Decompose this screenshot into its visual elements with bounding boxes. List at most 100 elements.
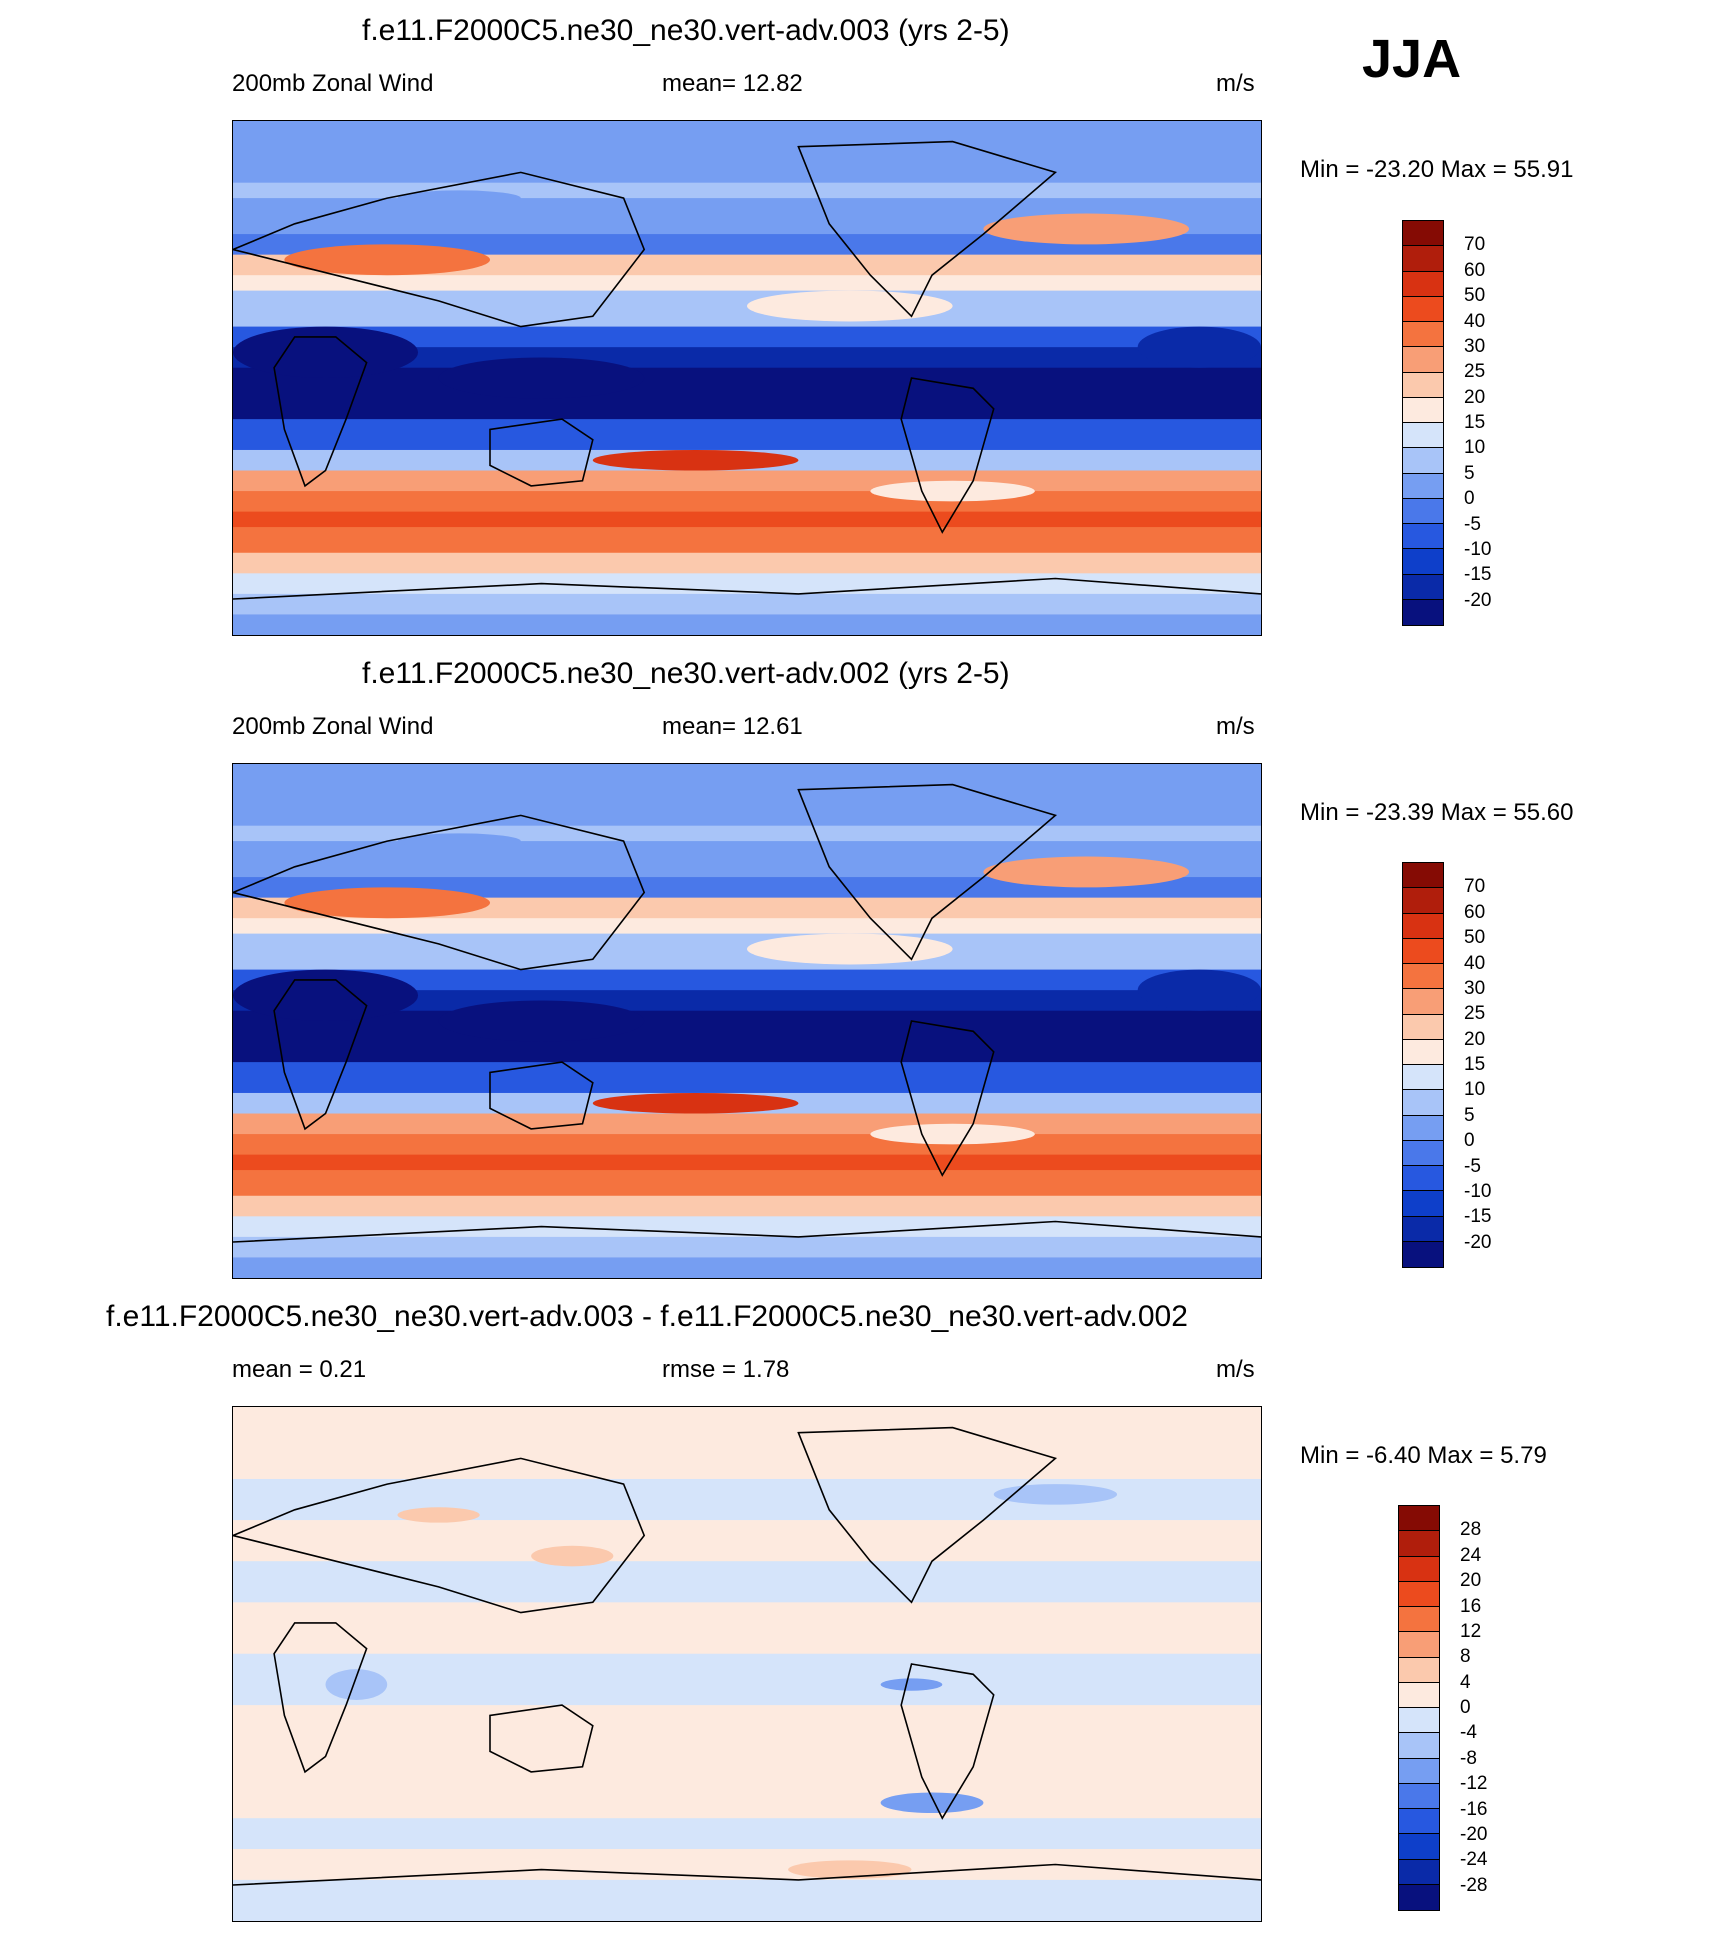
field-feature [438, 357, 645, 399]
field-band [233, 552, 1261, 575]
colorbar-cell [1399, 1506, 1439, 1532]
panel-3-colorbar [1398, 1505, 1440, 1911]
field-feature [1137, 326, 1261, 368]
colorbar-tick-label: 10 [1464, 437, 1486, 459]
colorbar-tick-label: 70 [1464, 876, 1486, 898]
field-feature [592, 1092, 799, 1114]
colorbar-cell [1399, 1758, 1439, 1784]
field-feature [1137, 969, 1261, 1011]
field-band [233, 1520, 1261, 1563]
field-band [233, 511, 1261, 529]
field-band [233, 121, 1261, 184]
field-band [233, 491, 1261, 513]
colorbar-cell [1403, 1216, 1443, 1242]
field-band [233, 877, 1261, 899]
field-band [233, 1653, 1261, 1707]
field-band [233, 254, 1261, 277]
field-band [233, 825, 1261, 843]
colorbar-tick-label: 0 [1464, 488, 1475, 510]
field-band [233, 1849, 1261, 1881]
colorbar-cell [1399, 1834, 1439, 1860]
coastline [797, 140, 1058, 318]
colorbar-cell [1403, 397, 1443, 423]
coastline [233, 1220, 1261, 1243]
colorbar-tick-label: -5 [1464, 1155, 1481, 1177]
colorbar-cell [1403, 271, 1443, 297]
coastline [273, 336, 368, 488]
coastline [797, 783, 1058, 961]
colorbar-tick-label: 15 [1464, 1054, 1486, 1075]
panel-1-minmax: Min = -23.20 Max = 55.91 [1300, 156, 1574, 183]
colorbar-cell [1403, 1140, 1443, 1166]
colorbar-tick-label: -12 [1460, 1773, 1488, 1795]
field-feature [880, 1678, 943, 1691]
colorbar-tick-label: 30 [1464, 977, 1486, 999]
panel-1-mean-label: mean= 12.82 [662, 70, 803, 97]
colorbar-cell [1399, 1657, 1439, 1683]
field-band [233, 1561, 1261, 1604]
coastline [273, 979, 368, 1131]
coastline [900, 1663, 995, 1820]
panel-1-title: f.e11.F2000C5.ne30_ne30.vert-adv.003 (yr… [362, 14, 1010, 47]
field-band [233, 933, 1261, 971]
field-band [233, 234, 1261, 256]
colorbar-tick-label: -15 [1464, 1206, 1492, 1228]
colorbar-tick-label: -4 [1460, 1722, 1477, 1744]
field-feature [747, 290, 953, 322]
field-feature [592, 449, 799, 471]
colorbar-cell [1403, 1191, 1443, 1217]
colorbar-tick-label: -28 [1460, 1874, 1488, 1896]
colorbar-cell [1403, 296, 1443, 322]
field-feature [993, 1484, 1118, 1505]
field-feature [397, 1507, 480, 1523]
panel-3-units-label: m/s [1216, 1356, 1255, 1383]
colorbar-tick-label: -20 [1464, 589, 1492, 611]
field-band [233, 1062, 1261, 1094]
colorbar-tick-label: 24 [1460, 1544, 1482, 1566]
field-band [233, 614, 1261, 635]
field-band [233, 1113, 1261, 1136]
colorbar-cell [1403, 863, 1443, 889]
colorbar-cell [1403, 1090, 1443, 1116]
panel-2-title: f.e11.F2000C5.ne30_ne30.vert-adv.002 (yr… [362, 657, 1010, 690]
coastline [489, 1061, 594, 1130]
panel-3-title: f.e11.F2000C5.ne30_ne30.vert-adv.003 - f… [106, 1300, 1188, 1333]
field-band [233, 470, 1261, 493]
field-band [233, 182, 1261, 200]
field-feature [880, 1792, 984, 1814]
colorbar-cell [1399, 1708, 1439, 1734]
colorbar-tick-label: -15 [1464, 564, 1492, 586]
colorbar-cell [1399, 1682, 1439, 1708]
field-band [233, 1407, 1261, 1480]
colorbar-cell [1403, 498, 1443, 524]
field-feature [284, 244, 490, 276]
colorbar-cell [1403, 1014, 1443, 1040]
colorbar-tick-label: 40 [1464, 952, 1486, 974]
field-band [233, 1236, 1261, 1259]
field-feature [983, 213, 1190, 245]
coastline [797, 1426, 1058, 1604]
colorbar-tick-label: 28 [1460, 1519, 1482, 1541]
colorbar-tick-label: -24 [1460, 1849, 1488, 1871]
field-band [233, 918, 1261, 935]
colorbar-cell [1399, 1859, 1439, 1885]
colorbar-cell [1403, 448, 1443, 474]
colorbar-cell [1399, 1884, 1439, 1910]
field-band [233, 1170, 1261, 1197]
field-feature [325, 1669, 388, 1700]
field-band [233, 1705, 1261, 1779]
panel-2-map [232, 763, 1262, 1279]
colorbar-cell [1399, 1556, 1439, 1582]
panel-1-map [232, 120, 1262, 636]
colorbar-cell [1403, 221, 1443, 247]
field-band [233, 1777, 1261, 1820]
coastline [233, 1457, 646, 1614]
field-band [233, 290, 1261, 328]
colorbar-cell [1403, 599, 1443, 625]
colorbar-tick-label: 20 [1464, 1028, 1486, 1050]
colorbar-cell [1399, 1809, 1439, 1835]
colorbar-cell [1403, 1241, 1443, 1267]
field-feature [983, 856, 1190, 888]
coastline [273, 1622, 368, 1774]
colorbar-tick-label: 16 [1460, 1595, 1482, 1617]
